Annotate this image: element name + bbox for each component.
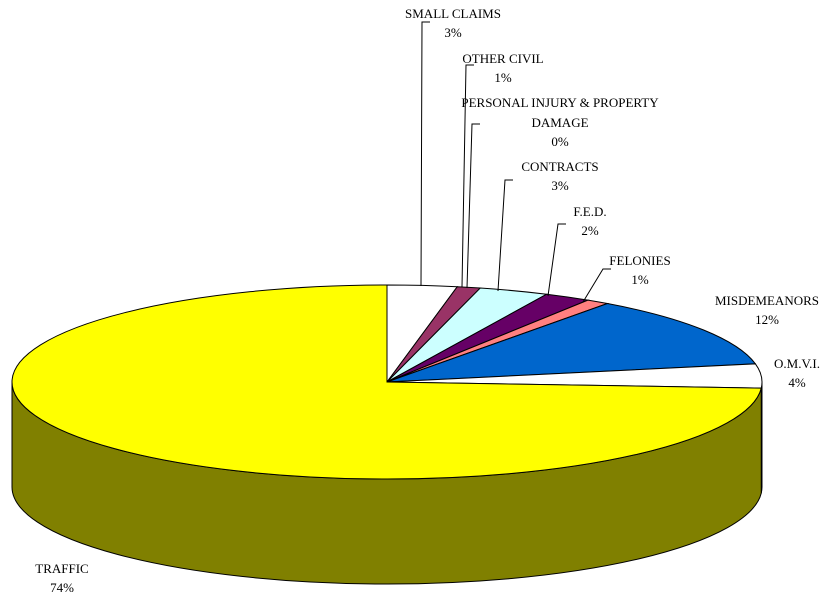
slice-value-label: 12%	[755, 312, 779, 327]
slice-value-label: 4%	[788, 375, 806, 390]
slice-value-label: 1%	[494, 70, 512, 85]
slice-label: O.M.V.I.	[774, 356, 820, 371]
slice-value-label: 3%	[444, 25, 462, 40]
pie-slice	[11, 284, 762, 480]
slice-label: SMALL CLAIMS	[405, 6, 501, 21]
slice-label: FELONIES	[609, 253, 670, 268]
slice-value-label: 0%	[551, 134, 569, 149]
leader-line	[497, 179, 513, 292]
slice-label: MISDEMEANORS	[715, 293, 819, 308]
slice-label: F.E.D.	[573, 204, 606, 219]
leader-line	[547, 223, 566, 297]
leader-line	[582, 268, 611, 303]
leader-line	[461, 64, 474, 288]
slice-value-label: 2%	[581, 223, 599, 238]
slice-value-label: 1%	[631, 272, 649, 287]
pie-slice	[386, 303, 757, 383]
slice-label: PERSONAL INJURY & PROPERTY DAMAGE	[461, 95, 659, 130]
slice-value-label: 74%	[50, 580, 74, 595]
slice-label: CONTRACTS	[521, 159, 598, 174]
leader-line	[466, 123, 480, 289]
leader-line	[420, 21, 430, 287]
slice-label: TRAFFIC	[35, 561, 88, 576]
slice-label: OTHER CIVIL	[462, 51, 543, 66]
slice-value-label: 3%	[551, 178, 569, 193]
